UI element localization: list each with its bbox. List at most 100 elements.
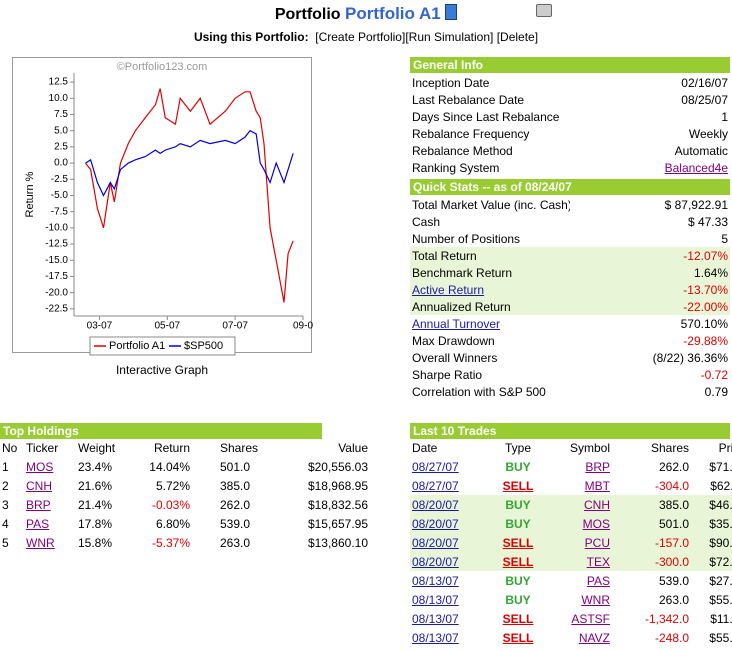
- info-table: Inception Date 02/16/07 Last Rebalance Dat…: [410, 74, 730, 176]
- chart-caption[interactable]: Interactive Graph: [115, 363, 209, 377]
- cell[interactable]: PCU: [584, 535, 610, 550]
- column-header: No: [2, 441, 18, 455]
- cell[interactable]: 08/13/07: [412, 611, 459, 626]
- y-tick-label: 2.5: [54, 142, 68, 153]
- y-tick-label: -20.0: [45, 287, 68, 298]
- cell[interactable]: WNR: [581, 592, 610, 607]
- holdings-table: No Ticker Weight Return Shares Value 1 MOS 23.4%…: [0, 439, 370, 552]
- cell[interactable]: 08/20/07: [412, 535, 459, 550]
- y-tick-label: 0.0: [54, 158, 68, 169]
- cell[interactable]: 08/13/07: [412, 573, 459, 588]
- legend-label: $SP500: [184, 340, 223, 352]
- cell: 501.0: [220, 459, 251, 474]
- print-icon[interactable]: [536, 4, 552, 17]
- action[interactable]: [Create Portfolio]: [315, 30, 406, 44]
- stat-value: 08/25/07: [681, 92, 728, 107]
- cell[interactable]: 08/20/07: [412, 516, 459, 531]
- using-label: Using this Portfolio:: [193, 30, 309, 44]
- cell[interactable]: CNH: [26, 478, 52, 493]
- cell[interactable]: MOS: [26, 459, 54, 474]
- portfolio-name: Portfolio A1: [345, 4, 441, 23]
- stat-label: Sharpe Ratio: [412, 367, 483, 382]
- cell[interactable]: 08/13/07: [412, 592, 459, 607]
- y-tick-label: 12.5: [49, 77, 69, 88]
- cell: -5.37%: [151, 535, 190, 550]
- table-row: 08/27/07 SELL MBT -304.0 $62.11: [410, 476, 732, 495]
- cell: $27.19: [709, 573, 732, 588]
- section-header: Top Holdings: [0, 423, 322, 439]
- cell[interactable]: NAVZ: [578, 630, 610, 645]
- stat-label[interactable]: Active Return: [412, 282, 485, 297]
- cell: 1: [2, 459, 9, 474]
- cell: 539.0: [220, 516, 251, 531]
- cell: BUY: [505, 592, 531, 607]
- legend: [89, 336, 236, 356]
- cell[interactable]: PAS: [26, 516, 50, 531]
- column-header: Price: [718, 441, 732, 455]
- y-tick-label: -2.5: [51, 174, 69, 185]
- cell[interactable]: 08/20/07: [412, 497, 459, 512]
- action[interactable]: [Run Simulation]: [405, 30, 494, 44]
- cell[interactable]: BRP: [585, 459, 610, 474]
- table-row: 08/20/07 SELL TEX -300.0 $72.47: [410, 552, 732, 571]
- column-header: Date: [412, 441, 438, 455]
- cell[interactable]: 08/13/07: [412, 630, 459, 645]
- cell: $13,860.10: [307, 535, 368, 550]
- y-tick-label: -12.5: [45, 239, 68, 250]
- table-row: 08/13/07 BUY WNR 263.0 $55.67: [410, 590, 732, 609]
- stat-label[interactable]: Annual Turnover: [412, 316, 501, 331]
- cell[interactable]: PAS: [586, 573, 610, 588]
- stat-value: 0.79: [704, 384, 728, 399]
- cell: SELL: [502, 611, 534, 626]
- cell: $46.59: [709, 497, 732, 512]
- cell[interactable]: WNR: [26, 535, 55, 550]
- cell: $55.67: [709, 592, 732, 607]
- table-row: Days Since Last Rebalance 1: [410, 108, 730, 125]
- cell: BUY: [505, 459, 531, 474]
- stat-value: 1: [721, 109, 728, 124]
- stat-label: Cash: [412, 214, 441, 229]
- stat-value: $ 47.33: [687, 214, 728, 229]
- table-row: 1 MOS 23.4% 14.04% 501.0 $20,556.03: [0, 457, 370, 476]
- cell: $11.60: [710, 611, 732, 626]
- cell: 2: [2, 478, 9, 493]
- stat-value: -29.88%: [683, 333, 728, 348]
- stat-value: -12.07%: [683, 248, 728, 263]
- watermark: ©Portfolio123.com: [117, 61, 208, 73]
- cell: SELL: [502, 478, 534, 493]
- cell: 5.72%: [155, 478, 190, 493]
- table-row: Benchmark Return 1.64%: [410, 264, 730, 281]
- cell: 15.8%: [78, 535, 113, 550]
- notes-icon[interactable]: [445, 4, 458, 20]
- stat-label: Max Drawdown: [412, 333, 495, 348]
- cell[interactable]: ASTSF: [571, 611, 610, 626]
- action[interactable]: [Delete]: [496, 30, 539, 44]
- cell[interactable]: BRP: [26, 497, 51, 512]
- cell[interactable]: MBT: [584, 478, 610, 493]
- table-row: Last Rebalance Date 08/25/07: [410, 91, 730, 108]
- cell[interactable]: MOS: [582, 516, 610, 531]
- cell: 5: [2, 535, 9, 550]
- header-row: Date Type Symbol Shares Price: [410, 439, 732, 457]
- title: Portfolio: [274, 6, 341, 23]
- cell: SELL: [502, 535, 534, 550]
- table-row: Rebalance Method Automatic: [410, 142, 730, 159]
- section-header: Quick Stats -- as of 08/24/07: [410, 179, 730, 195]
- cell[interactable]: CNH: [584, 497, 610, 512]
- cell[interactable]: 08/20/07: [412, 554, 459, 569]
- cell[interactable]: 08/27/07: [412, 478, 459, 493]
- cell: $18,968.95: [307, 478, 368, 493]
- stat-value: Weekly: [688, 126, 728, 141]
- cell: 21.4%: [78, 497, 113, 512]
- cell[interactable]: TEX: [586, 554, 610, 569]
- stat-value[interactable]: Balanced4e: [664, 160, 728, 175]
- cell: 23.4%: [78, 459, 113, 474]
- cell[interactable]: 08/27/07: [412, 459, 459, 474]
- last-trades: Last 10 Trades Date Type Symbol Shares Price…: [410, 423, 732, 647]
- cell: 262.0: [658, 459, 689, 474]
- table-row: Sharpe Ratio -0.72: [410, 366, 730, 383]
- page-title: Portfolio Portfolio A1: [0, 4, 732, 24]
- stat-label: Annualized Return: [412, 299, 511, 314]
- section-header: General Info: [410, 57, 730, 73]
- stat-label: Total Return: [412, 248, 477, 263]
